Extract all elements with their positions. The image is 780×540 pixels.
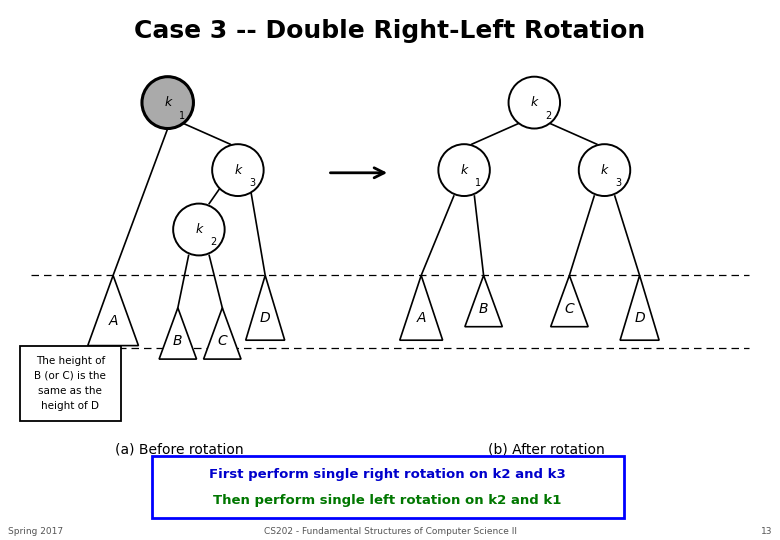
Polygon shape	[246, 275, 285, 340]
Text: CS202 - Fundamental Structures of Computer Science II: CS202 - Fundamental Structures of Comput…	[264, 526, 516, 536]
Text: 13: 13	[760, 526, 772, 536]
Ellipse shape	[438, 144, 490, 196]
Text: 3: 3	[249, 178, 255, 188]
Polygon shape	[204, 308, 241, 359]
Text: A: A	[417, 310, 426, 325]
Text: k: k	[234, 164, 242, 177]
Text: (b) After rotation: (b) After rotation	[488, 442, 604, 456]
FancyBboxPatch shape	[20, 346, 121, 421]
Polygon shape	[551, 275, 588, 327]
Text: 1: 1	[475, 178, 481, 188]
FancyBboxPatch shape	[152, 456, 624, 518]
Text: Spring 2017: Spring 2017	[8, 526, 63, 536]
Text: 1: 1	[179, 111, 185, 120]
Polygon shape	[620, 275, 659, 340]
Text: First perform single right rotation on k2 and k3: First perform single right rotation on k…	[209, 468, 566, 481]
Text: B: B	[173, 334, 183, 348]
Polygon shape	[400, 275, 443, 340]
Text: k: k	[164, 96, 172, 109]
Ellipse shape	[142, 77, 193, 129]
Ellipse shape	[509, 77, 560, 129]
Text: 3: 3	[615, 178, 622, 188]
Text: k: k	[601, 164, 608, 177]
Text: Case 3 -- Double Right-Left Rotation: Case 3 -- Double Right-Left Rotation	[134, 19, 646, 43]
Text: C: C	[565, 302, 574, 316]
Ellipse shape	[579, 144, 630, 196]
Text: k: k	[460, 164, 468, 177]
Text: 2: 2	[545, 111, 551, 120]
Text: Then perform single left rotation on k2 and k1: Then perform single left rotation on k2 …	[214, 494, 562, 507]
Text: k: k	[195, 223, 203, 236]
Text: D: D	[634, 310, 645, 325]
Polygon shape	[159, 308, 197, 359]
Text: k: k	[530, 96, 538, 109]
Text: D: D	[260, 310, 271, 325]
Ellipse shape	[173, 204, 225, 255]
Text: 2: 2	[210, 238, 216, 247]
Ellipse shape	[212, 144, 264, 196]
Text: B: B	[479, 302, 488, 316]
Text: (a) Before rotation: (a) Before rotation	[115, 442, 243, 456]
Polygon shape	[465, 275, 502, 327]
Text: The height of
B (or C) is the
same as the
height of D: The height of B (or C) is the same as th…	[34, 356, 106, 410]
Text: C: C	[218, 334, 227, 348]
Text: A: A	[108, 314, 118, 328]
Polygon shape	[87, 275, 139, 346]
